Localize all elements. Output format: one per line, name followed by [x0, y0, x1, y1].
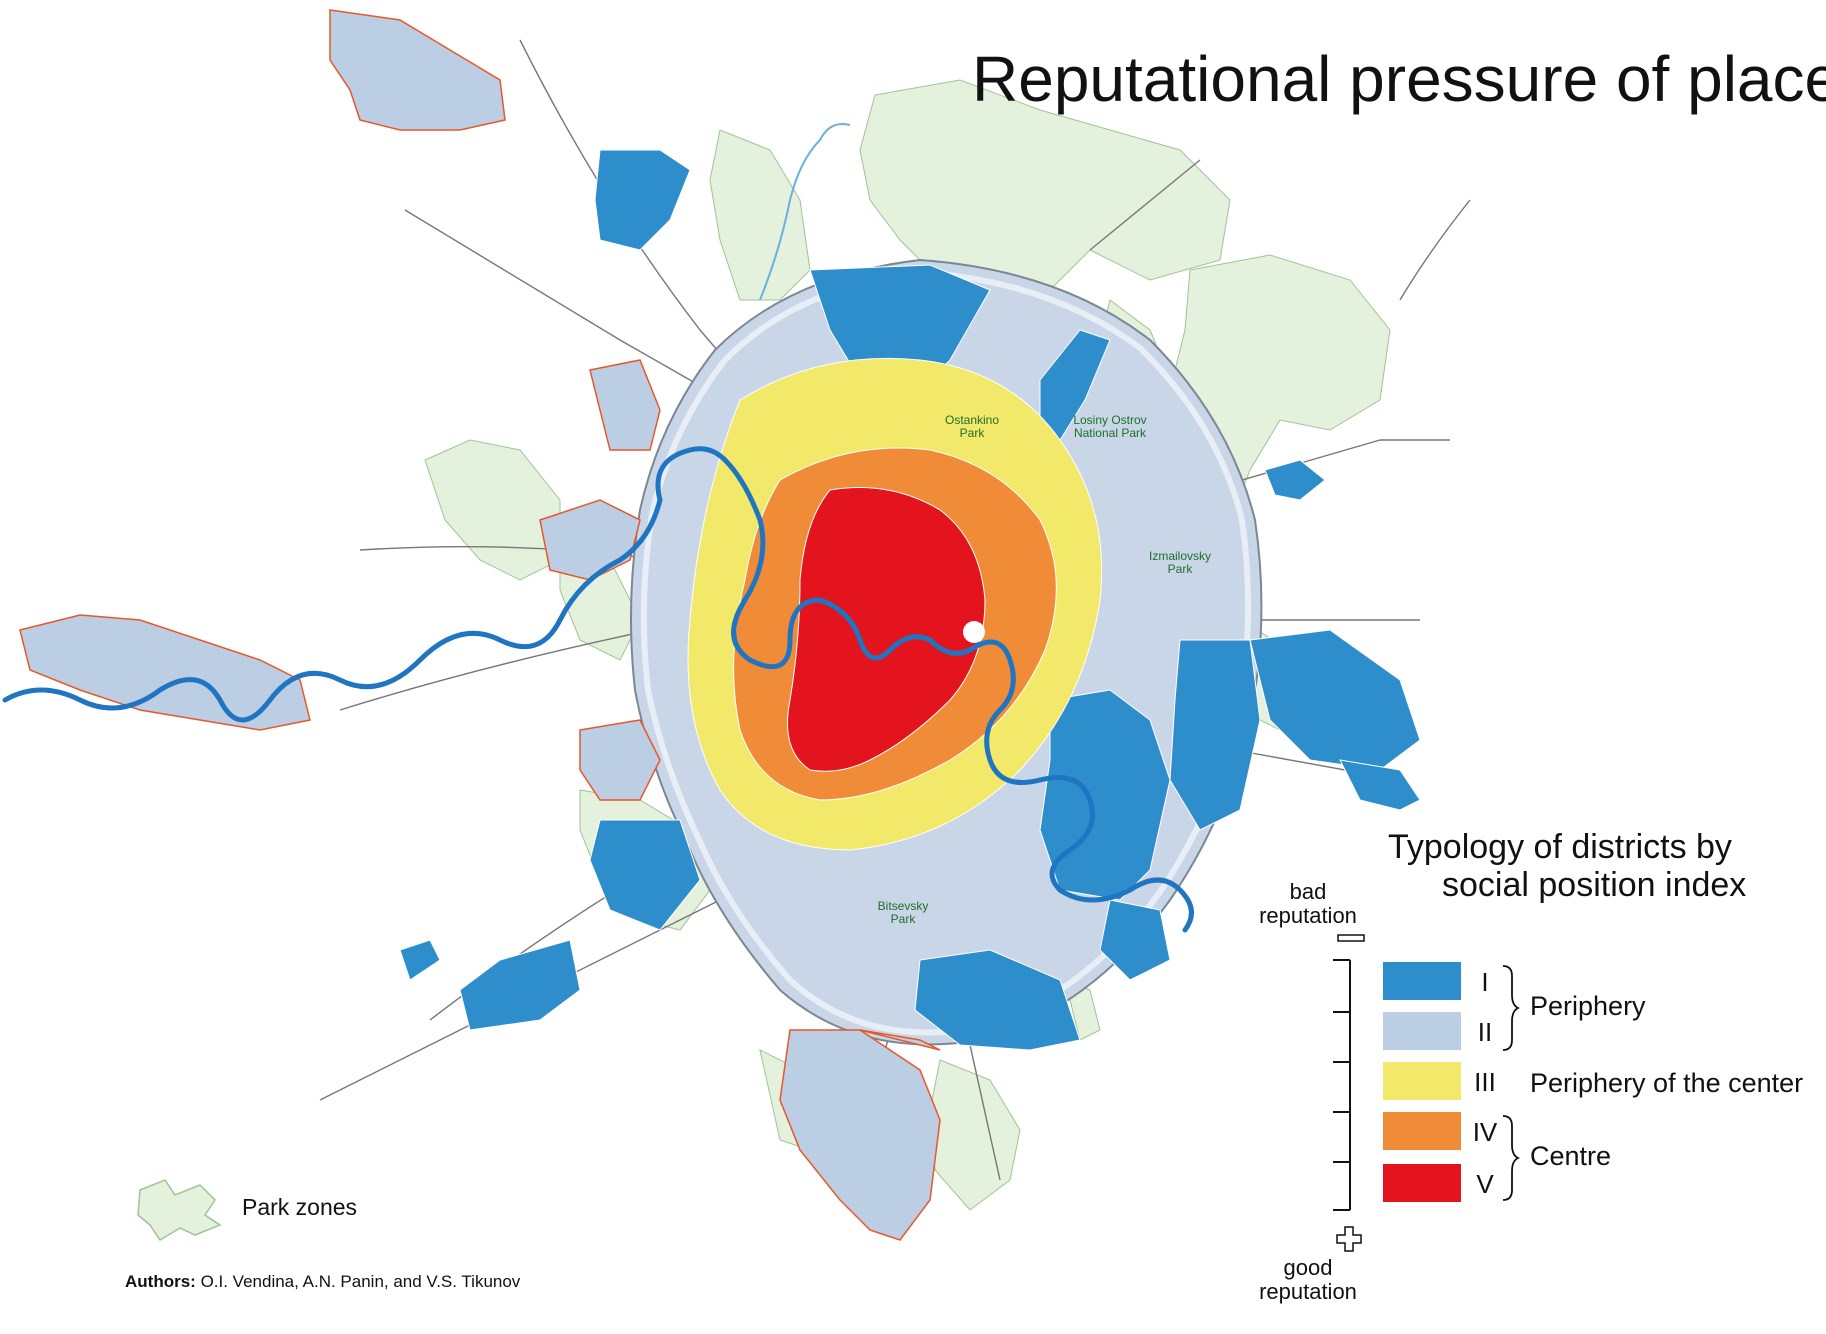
class-I-code: I	[1481, 967, 1489, 997]
swatch-class-I	[1383, 962, 1461, 1000]
reputation-word-bottom: reputation	[1259, 1279, 1357, 1304]
losiny-park-label: Losiny Ostrov National Park	[1050, 414, 1170, 440]
ostankino-line1: Ostankino	[944, 413, 1000, 427]
losiny-line2: National Park	[1073, 426, 1147, 440]
izmailovsky-line1: Izmailovsky	[1148, 549, 1211, 563]
losiny-line1: Losiny Ostrov	[1073, 413, 1147, 427]
izmailovsky-line2: Park	[1167, 562, 1193, 576]
legend-braces	[1502, 965, 1521, 1201]
class-II-code: II	[1477, 1017, 1493, 1047]
moskva-river	[2, 446, 1194, 933]
group-periphery: Periphery	[1530, 991, 1646, 1021]
bad-reputation-label: bad reputation	[1238, 880, 1378, 928]
swatch-class-IV	[1383, 1112, 1461, 1150]
legend-title-line1: Typology of districts by	[1388, 828, 1732, 866]
bitsevsky-park-label: Bitsevsky Park	[858, 900, 948, 926]
bad-word: bad	[1289, 879, 1327, 904]
map-title: Reputational pressure of place	[972, 43, 1826, 115]
kremlin-marker	[963, 621, 985, 643]
swatch-class-III	[1383, 1062, 1461, 1100]
authors-names: O.I. Vendina, A.N. Panin, and V.S. Tikun…	[200, 1272, 521, 1291]
class-V-code: V	[1476, 1169, 1494, 1199]
authors-prefix: Authors:	[125, 1272, 196, 1291]
bitsevsky-line1: Bitsevsky	[877, 899, 929, 913]
authors-credit: Authors: O.I. Vendina, A.N. Panin, and V…	[125, 1272, 520, 1292]
izmailovsky-park-label: Izmailovsky Park	[1135, 550, 1225, 576]
swatch-class-V	[1383, 1164, 1461, 1202]
class-IV-code: IV	[1472, 1117, 1498, 1147]
group-centre: Centre	[1530, 1141, 1612, 1171]
yauza-river	[759, 123, 851, 301]
group-periphery-center: Periphery of the center	[1530, 1068, 1804, 1098]
ostankino-park-label: Ostankino Park	[932, 414, 1012, 440]
park-zones-legend-symbol	[137, 1179, 222, 1242]
good-reputation-label: good reputation	[1238, 1256, 1378, 1304]
class-I-districts	[379, 69, 1421, 1051]
swatch-class-II	[1383, 1012, 1461, 1050]
park-zones-label: Park zones	[242, 1194, 358, 1220]
good-word: good	[1283, 1255, 1333, 1280]
bitsevsky-line2: Park	[890, 912, 916, 926]
legend-title: Typology of districts by social position…	[1388, 828, 1746, 904]
legend-scale	[1333, 959, 1351, 1211]
reputation-word-top: reputation	[1259, 903, 1357, 928]
plus-sign	[1336, 1226, 1362, 1252]
class-V-centre	[787, 487, 986, 772]
minus-sign	[1337, 934, 1365, 942]
class-II-districts	[19, 9, 941, 1241]
legend-title-line2: social position index	[1442, 866, 1747, 904]
ostankino-line2: Park	[959, 426, 985, 440]
class-III-code: III	[1474, 1067, 1496, 1097]
